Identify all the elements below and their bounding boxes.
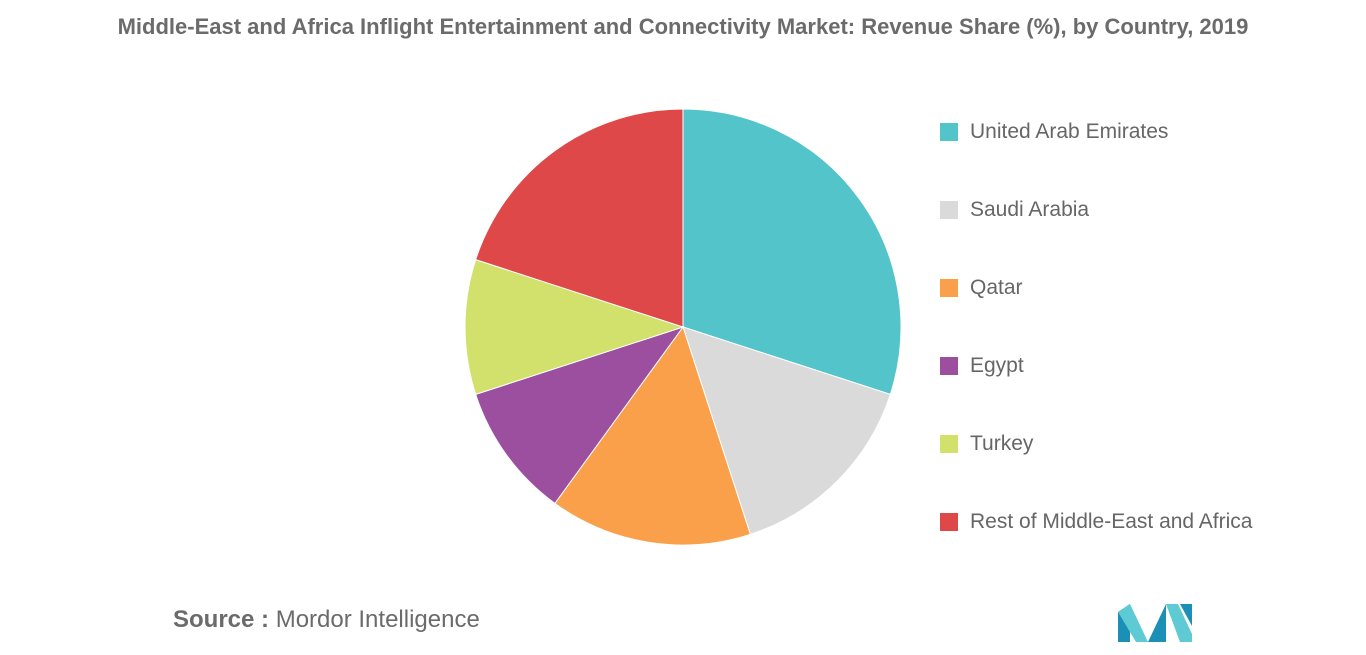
legend-swatch — [940, 357, 958, 375]
legend-label: Saudi Arabia — [970, 198, 1090, 221]
pie-slice-saudi-arabia — [682, 326, 891, 535]
source-prefix: Source : — [173, 606, 270, 633]
pie-slice-united-arab-emirates — [682, 108, 902, 396]
legend-swatch — [940, 201, 958, 219]
legend-item: United Arab Emirates — [940, 116, 1168, 148]
legend-label: Rest of Middle-East and Africa — [970, 510, 1253, 533]
legend-item: Qatar — [940, 272, 1023, 304]
legend-label: Qatar — [970, 276, 1023, 299]
pie-slice-turkey — [464, 258, 685, 396]
mordor-intelligence-logo-icon — [1118, 604, 1192, 642]
legend-swatch — [940, 435, 958, 453]
legend-item: Egypt — [940, 350, 1024, 382]
legend-item: Rest of Middle-East and Africa — [940, 506, 1252, 538]
pie-slice-qatar — [554, 325, 752, 546]
legend-label: United Arab Emirates — [970, 120, 1169, 143]
legend-swatch — [940, 513, 958, 531]
legend-swatch — [940, 279, 958, 297]
legend-item: Saudi Arabia — [940, 194, 1089, 226]
legend-label: Egypt — [970, 354, 1024, 377]
pie-slice-rest-of-middle-east-and-africa — [475, 108, 684, 328]
chart-title: Middle-East and Africa Inflight Entertai… — [117, 14, 1249, 39]
legend-label: Turkey — [970, 432, 1034, 455]
legend-swatch — [940, 123, 958, 141]
source-note: Source : Mordor Intelligence — [173, 606, 480, 634]
source-text: Mordor Intelligence — [275, 606, 480, 633]
legend-item: Turkey — [940, 428, 1033, 460]
pie-slice-egypt — [475, 326, 685, 505]
